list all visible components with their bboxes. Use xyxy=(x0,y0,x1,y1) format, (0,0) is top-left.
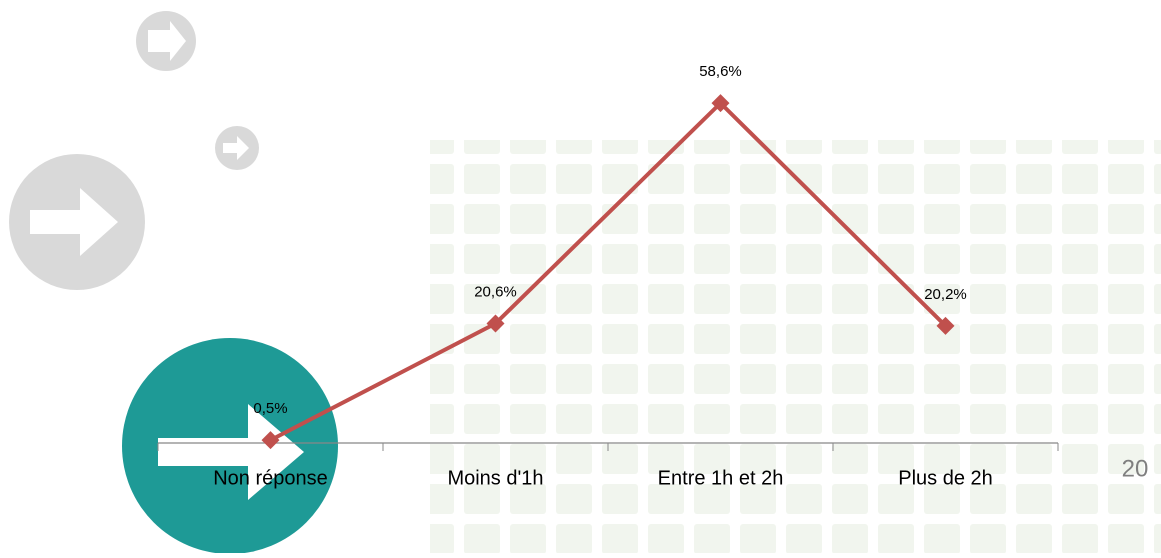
page-number: 20 xyxy=(1122,455,1149,482)
marker xyxy=(936,316,955,335)
data-line xyxy=(269,100,947,442)
value-label: 20,2% xyxy=(924,286,967,303)
marker xyxy=(261,431,280,450)
decoration xyxy=(9,11,338,554)
x-tick-label: Entre 1h et 2h xyxy=(658,467,784,489)
x-tick-label: Moins d'1h xyxy=(447,467,543,489)
marker xyxy=(486,314,505,333)
x-tick-label: Plus de 2h xyxy=(898,467,993,489)
value-label: 20,6% xyxy=(474,283,517,300)
background-pattern xyxy=(430,140,1161,553)
x-tick-label: Non réponse xyxy=(213,467,328,489)
value-label: 0,5% xyxy=(253,400,287,417)
value-label: 58,6% xyxy=(699,63,742,80)
marker xyxy=(711,94,730,113)
